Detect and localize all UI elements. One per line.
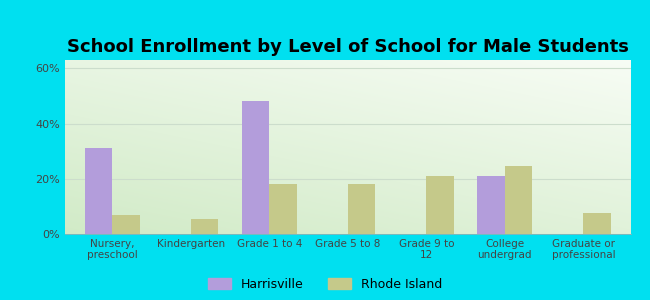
Bar bbox=[190, 219, 218, 234]
Bar bbox=[84, 148, 112, 234]
Bar bbox=[348, 184, 375, 234]
Bar bbox=[584, 213, 611, 234]
Bar bbox=[112, 215, 140, 234]
Bar bbox=[269, 184, 296, 234]
Bar bbox=[242, 101, 269, 234]
Title: School Enrollment by Level of School for Male Students: School Enrollment by Level of School for… bbox=[67, 38, 629, 56]
Bar bbox=[426, 176, 454, 234]
Bar bbox=[477, 176, 505, 234]
Bar bbox=[505, 166, 532, 234]
Legend: Harrisville, Rhode Island: Harrisville, Rhode Island bbox=[208, 278, 442, 291]
